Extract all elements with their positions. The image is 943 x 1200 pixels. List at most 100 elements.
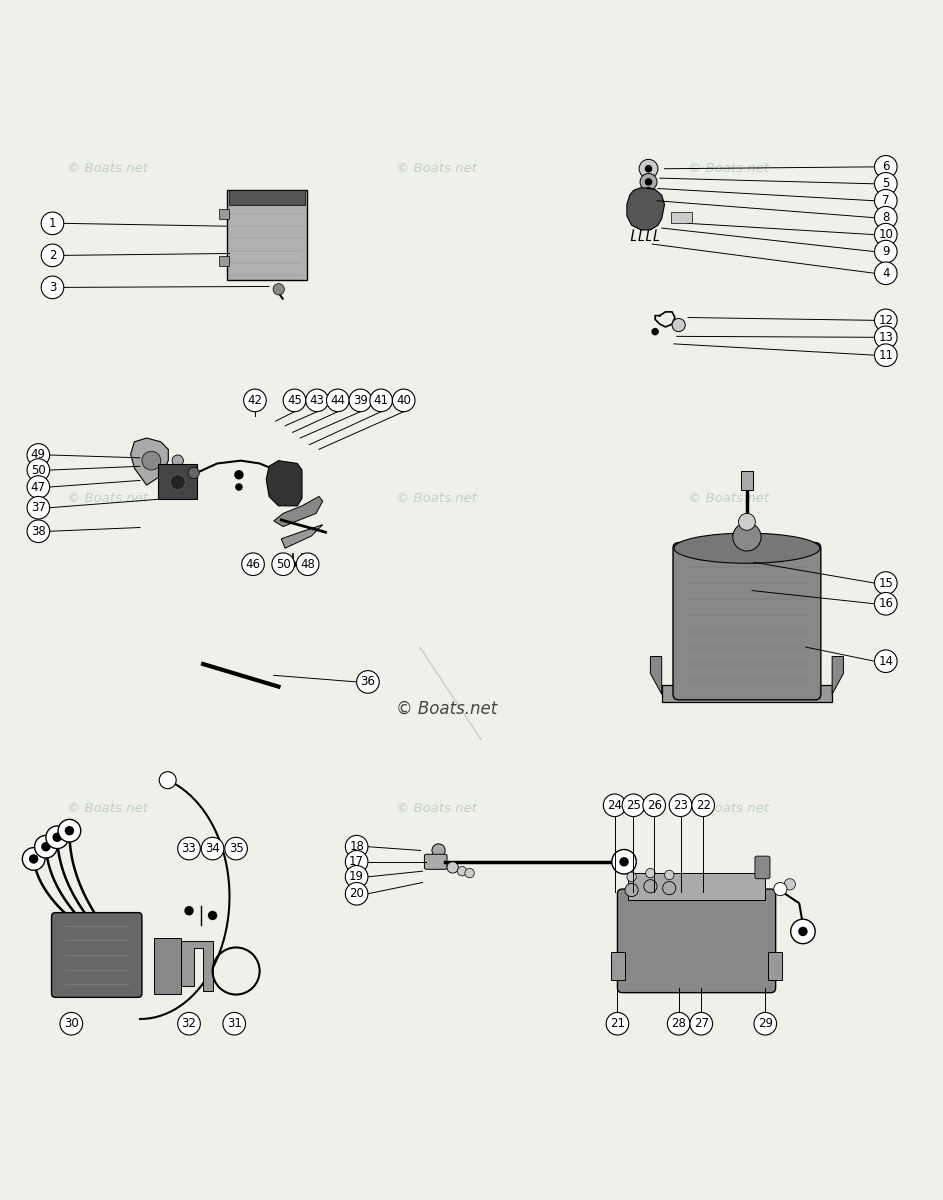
FancyBboxPatch shape: [755, 856, 770, 878]
Circle shape: [642, 187, 655, 200]
Circle shape: [627, 872, 637, 882]
Circle shape: [289, 560, 296, 568]
Circle shape: [874, 262, 897, 284]
Text: 19: 19: [349, 870, 364, 883]
FancyBboxPatch shape: [228, 191, 305, 205]
Text: 26: 26: [647, 799, 662, 811]
Circle shape: [668, 1013, 690, 1036]
Text: © Boats.net: © Boats.net: [396, 492, 477, 505]
FancyBboxPatch shape: [154, 938, 181, 994]
Circle shape: [53, 833, 62, 842]
Circle shape: [207, 911, 217, 920]
Circle shape: [690, 1013, 713, 1036]
Text: 27: 27: [694, 1018, 709, 1031]
Circle shape: [643, 794, 666, 816]
Text: 2: 2: [49, 248, 57, 262]
Polygon shape: [832, 656, 843, 694]
Circle shape: [177, 1013, 200, 1036]
Circle shape: [27, 497, 50, 520]
Polygon shape: [181, 941, 212, 991]
Text: 25: 25: [626, 799, 641, 811]
Text: 28: 28: [671, 1018, 687, 1031]
Circle shape: [46, 826, 69, 848]
Text: © Boats.net: © Boats.net: [688, 803, 769, 816]
Polygon shape: [627, 187, 665, 230]
Text: 38: 38: [31, 524, 45, 538]
Text: 46: 46: [245, 558, 260, 571]
Circle shape: [349, 389, 372, 412]
Text: 15: 15: [878, 576, 893, 589]
Circle shape: [645, 164, 653, 173]
Circle shape: [27, 475, 50, 498]
FancyBboxPatch shape: [671, 212, 692, 223]
Circle shape: [874, 240, 897, 263]
Circle shape: [645, 178, 653, 186]
Circle shape: [345, 835, 368, 858]
Circle shape: [23, 847, 45, 870]
FancyBboxPatch shape: [611, 952, 625, 980]
Text: 50: 50: [275, 558, 290, 571]
Circle shape: [622, 794, 645, 816]
Text: 10: 10: [878, 228, 893, 241]
Circle shape: [184, 906, 193, 916]
Text: 33: 33: [182, 842, 196, 856]
Text: 40: 40: [396, 394, 411, 407]
Text: © Boats.net: © Boats.net: [67, 492, 148, 505]
Text: 23: 23: [673, 799, 688, 811]
Circle shape: [188, 467, 199, 479]
Circle shape: [345, 851, 368, 874]
Circle shape: [296, 553, 319, 576]
Polygon shape: [651, 656, 662, 694]
Text: 49: 49: [31, 449, 46, 462]
Circle shape: [665, 870, 674, 880]
Circle shape: [625, 883, 638, 896]
Circle shape: [692, 794, 715, 816]
Circle shape: [273, 283, 285, 295]
Text: © Boats.net: © Boats.net: [67, 803, 148, 816]
Text: 39: 39: [353, 394, 368, 407]
Circle shape: [392, 389, 415, 412]
Text: 42: 42: [247, 394, 262, 407]
Circle shape: [447, 862, 458, 874]
Circle shape: [235, 484, 242, 491]
Circle shape: [234, 470, 243, 480]
Text: © Boats.net: © Boats.net: [396, 700, 497, 718]
Text: © Boats.net: © Boats.net: [67, 162, 148, 175]
Circle shape: [874, 206, 897, 229]
Text: © Boats.net: © Boats.net: [688, 492, 769, 505]
Circle shape: [612, 850, 637, 874]
Circle shape: [172, 455, 183, 467]
Text: 24: 24: [607, 799, 622, 811]
Text: 14: 14: [878, 655, 893, 667]
Text: 44: 44: [330, 394, 345, 407]
Text: © Boats.net: © Boats.net: [396, 803, 477, 816]
Circle shape: [874, 156, 897, 178]
FancyBboxPatch shape: [157, 464, 197, 499]
Text: 1: 1: [49, 217, 57, 230]
Circle shape: [646, 869, 655, 877]
Circle shape: [27, 444, 50, 467]
FancyBboxPatch shape: [219, 257, 228, 265]
Text: © Boats.net: © Boats.net: [688, 162, 769, 175]
Circle shape: [798, 926, 807, 936]
FancyBboxPatch shape: [226, 191, 306, 280]
Text: 47: 47: [31, 480, 46, 493]
Ellipse shape: [674, 533, 819, 563]
Text: 45: 45: [287, 394, 302, 407]
Circle shape: [874, 310, 897, 331]
FancyBboxPatch shape: [769, 952, 783, 980]
Text: © Boats.net: © Boats.net: [396, 162, 477, 175]
Circle shape: [159, 772, 176, 788]
Circle shape: [457, 866, 467, 876]
Text: 18: 18: [349, 840, 364, 853]
Circle shape: [644, 880, 657, 893]
Circle shape: [345, 882, 368, 905]
Circle shape: [874, 326, 897, 348]
Text: 8: 8: [882, 211, 889, 224]
Circle shape: [283, 389, 306, 412]
Circle shape: [733, 523, 761, 551]
Circle shape: [177, 838, 200, 860]
Circle shape: [874, 344, 897, 366]
Polygon shape: [273, 497, 323, 527]
Circle shape: [663, 882, 676, 895]
